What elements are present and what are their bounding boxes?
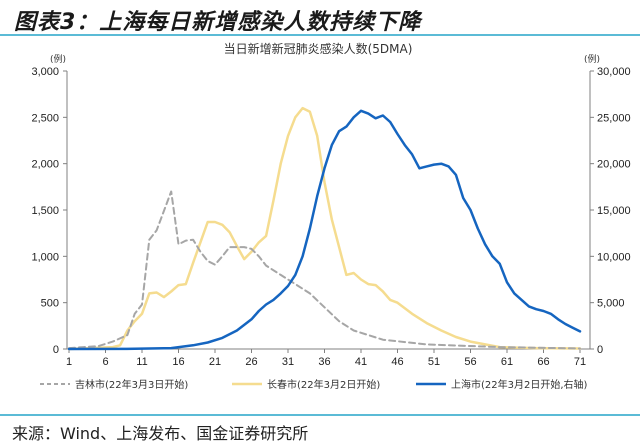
x-tick-label: 51 bbox=[428, 356, 440, 368]
figure-title: 图表3：上海每日新增感染人数持续下降 bbox=[14, 10, 422, 35]
series-lines bbox=[67, 106, 582, 351]
chart-title: 当日新增新冠肺炎感染人数(5DMA) bbox=[224, 41, 413, 56]
right-y-tick-label: 20,000 bbox=[597, 159, 631, 171]
bottom-divider bbox=[0, 414, 640, 416]
shanghai-line bbox=[67, 109, 582, 351]
source-note: 来源：Wind、上海发布、国金证券研究所 bbox=[12, 424, 309, 443]
legend-label: 上海市(22年3月2日开始,右轴) bbox=[451, 378, 588, 391]
x-tick-label: 31 bbox=[282, 356, 294, 368]
x-tick-label: 21 bbox=[209, 356, 221, 368]
right-axis-unit: (例) bbox=[584, 53, 600, 65]
left-y-tick-label: 1,000 bbox=[31, 251, 59, 263]
legend-label: 长春市(22年3月2日开始) bbox=[267, 378, 380, 391]
legend-label: 吉林市(22年3月3日开始) bbox=[75, 378, 188, 391]
x-tick-label: 26 bbox=[245, 356, 257, 368]
x-tick-label: 56 bbox=[464, 356, 476, 368]
right-y-tick-label: 0 bbox=[597, 344, 603, 356]
x-tick-label: 46 bbox=[391, 356, 403, 368]
left-y-tick-label: 3,000 bbox=[31, 66, 59, 78]
x-tick-label: 61 bbox=[501, 356, 513, 368]
x-tick-label: 11 bbox=[136, 356, 147, 368]
x-tick-label: 1 bbox=[66, 356, 72, 368]
x-tick-label: 16 bbox=[172, 356, 184, 368]
top-divider bbox=[0, 34, 640, 36]
left-axis-unit: (例) bbox=[50, 53, 66, 65]
changchun-line bbox=[67, 106, 582, 351]
right-y-tick-label: 30,000 bbox=[597, 66, 631, 78]
x-tick-label: 71 bbox=[574, 356, 586, 368]
left-y-tick-label: 0 bbox=[53, 344, 59, 356]
left-y-tick-label: 2,000 bbox=[31, 159, 59, 171]
left-y-tick-label: 2,500 bbox=[31, 112, 59, 124]
right-y-tick-label: 5,000 bbox=[597, 298, 625, 310]
line-chart: 当日新增新冠肺炎感染人数(5DMA) (例) (例) 0 500 1,000 1,50… bbox=[31, 41, 630, 391]
x-tick-label: 36 bbox=[318, 356, 330, 368]
left-y-tick-label: 500 bbox=[41, 298, 59, 310]
axes: 0 500 1,000 1,500 2,000 2,500 3,000 0 5,000 10,00… bbox=[31, 66, 630, 368]
x-tick-label: 41 bbox=[355, 356, 367, 368]
x-tick-label: 66 bbox=[537, 356, 549, 368]
right-y-tick-label: 15,000 bbox=[597, 205, 631, 217]
right-y-tick-label: 10,000 bbox=[597, 251, 631, 263]
right-y-tick-label: 25,000 bbox=[597, 112, 631, 124]
legend: 吉林市(22年3月3日开始) 长春市(22年3月2日开始) 上海市(22年3月2日开… bbox=[40, 378, 588, 391]
left-y-tick-label: 1,500 bbox=[31, 205, 59, 217]
x-tick-label: 6 bbox=[102, 356, 108, 368]
